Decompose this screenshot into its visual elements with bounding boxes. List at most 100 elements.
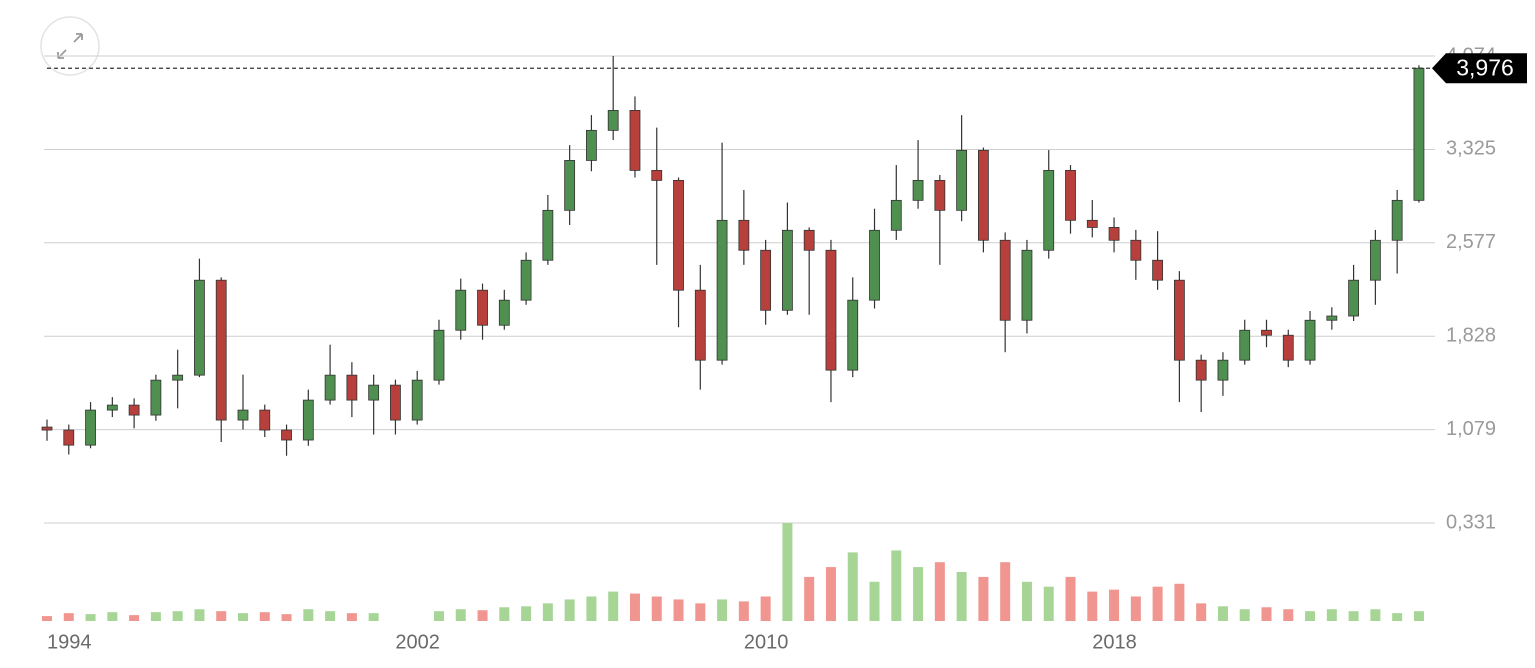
volume-bar — [978, 576, 989, 621]
volume-bar — [1087, 591, 1098, 621]
volume-bar — [1261, 607, 1272, 621]
volume-bar — [804, 576, 815, 621]
candle-body — [150, 379, 162, 416]
candle-body — [607, 109, 619, 131]
volume-bar — [1217, 606, 1228, 621]
candle-body — [803, 229, 815, 251]
volume-bar — [281, 614, 292, 621]
volume-bar — [586, 596, 597, 621]
volume-bar — [172, 611, 183, 621]
candle-body — [1086, 219, 1098, 228]
candle-body — [977, 149, 989, 241]
candle-body — [542, 209, 554, 261]
candle-body — [694, 289, 706, 361]
volume-bar — [1174, 583, 1185, 621]
volume-bar — [847, 552, 858, 621]
volume-bar — [542, 603, 553, 621]
volume-bar — [651, 596, 662, 621]
candle-body — [520, 259, 532, 301]
volume-bar — [913, 567, 924, 621]
candle-body — [1413, 67, 1425, 201]
candle-body — [847, 299, 859, 371]
volume-bar — [1043, 586, 1054, 621]
expand-button[interactable] — [40, 16, 100, 76]
volume-bar — [608, 591, 619, 621]
volume-bar — [1283, 609, 1294, 621]
candle-body — [1326, 315, 1338, 321]
volume-bar — [956, 572, 967, 621]
candle-body — [128, 404, 140, 416]
expand-icon[interactable] — [57, 33, 83, 59]
candle-body — [586, 129, 597, 161]
candle-body — [956, 149, 968, 211]
volume-bar — [455, 609, 466, 621]
candle-body — [999, 239, 1011, 321]
volume-bar — [934, 562, 945, 621]
x-tick-label: 1994 — [47, 631, 92, 653]
y-tick-label: 2,577 — [1446, 231, 1496, 253]
candle-body — [433, 329, 445, 381]
volume-bar — [1239, 609, 1250, 621]
expand-circle[interactable] — [40, 16, 100, 76]
candle-body — [1391, 199, 1403, 241]
volume-bar — [1000, 562, 1011, 621]
candle-body — [673, 179, 684, 291]
volume-bar — [1021, 581, 1032, 621]
candle-body — [890, 199, 902, 231]
x-tick-label: 2002 — [395, 631, 440, 653]
volume-bar — [1370, 609, 1381, 621]
candle-body — [63, 429, 75, 446]
y-tick-label: 0,331 — [1446, 511, 1496, 533]
volume-bar — [782, 523, 793, 621]
volume-bar — [303, 609, 314, 621]
volume-bar — [869, 581, 880, 621]
volume-bar — [1130, 596, 1141, 621]
candle-body — [368, 384, 380, 401]
candle-body — [1304, 319, 1316, 361]
candle-body — [346, 374, 358, 401]
candle-body — [477, 289, 488, 326]
volume-bar — [673, 599, 684, 621]
volume-bar — [85, 614, 96, 621]
volume-bar — [499, 607, 510, 621]
candle-body — [934, 179, 946, 211]
volume-bar — [1326, 609, 1337, 621]
candle-body — [172, 374, 184, 381]
candle-body — [1130, 239, 1142, 261]
last-price-label: 3,976 — [1456, 54, 1514, 80]
candle-body — [281, 429, 292, 441]
candle-body — [564, 160, 576, 211]
candle-body — [215, 279, 227, 421]
candle-body — [1043, 170, 1055, 251]
volume-bar — [194, 609, 205, 621]
volume-bar — [216, 611, 227, 621]
candle-body — [716, 219, 728, 361]
candle-body — [411, 379, 423, 421]
volume-bar — [346, 613, 357, 621]
candle-body — [1369, 239, 1381, 281]
candle-body — [1282, 334, 1294, 361]
candle-body — [1261, 329, 1272, 336]
volume-bar — [477, 610, 488, 621]
candle-body — [302, 399, 314, 441]
candle-body — [237, 409, 249, 421]
candle-body — [1152, 259, 1164, 281]
volume-bar — [1152, 586, 1163, 621]
candle-body — [629, 109, 641, 171]
candle-body — [1239, 329, 1251, 361]
volume-bar — [738, 601, 749, 621]
volume-bar — [368, 613, 379, 621]
volume-bar — [760, 596, 771, 621]
x-tick-label: 2018 — [1092, 631, 1137, 653]
candle-body — [760, 249, 772, 311]
volume-bar — [629, 593, 640, 621]
volume-bar — [325, 611, 336, 621]
volume-bar — [42, 616, 52, 621]
candle-body — [738, 219, 750, 251]
candle-body — [1021, 249, 1033, 321]
volume-bar — [1392, 613, 1403, 621]
volume-bar — [107, 612, 118, 621]
volume-bar — [237, 613, 248, 621]
candle-body — [498, 299, 510, 326]
